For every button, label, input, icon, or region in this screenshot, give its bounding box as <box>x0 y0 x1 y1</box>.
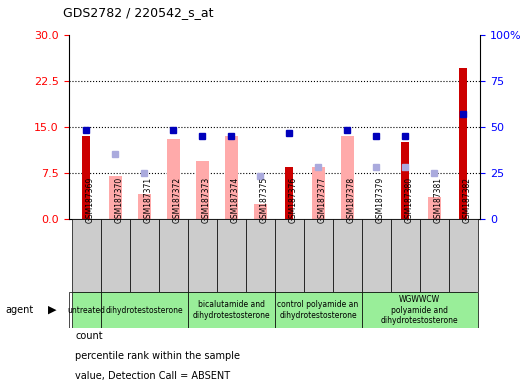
Text: ▶: ▶ <box>48 305 56 315</box>
Text: GDS2782 / 220542_s_at: GDS2782 / 220542_s_at <box>63 6 214 19</box>
Text: GSM187382: GSM187382 <box>463 177 472 223</box>
Text: GSM187377: GSM187377 <box>318 176 327 223</box>
Text: GSM187380: GSM187380 <box>405 176 414 223</box>
Text: bicalutamide and
dihydrotestosterone: bicalutamide and dihydrotestosterone <box>192 300 270 320</box>
Bar <box>275 219 304 292</box>
Text: GSM187376: GSM187376 <box>289 176 298 223</box>
Bar <box>362 292 478 328</box>
Bar <box>137 194 150 219</box>
Bar <box>312 167 325 219</box>
Text: percentile rank within the sample: percentile rank within the sample <box>76 351 240 361</box>
Bar <box>459 68 467 219</box>
Bar <box>275 292 362 328</box>
Text: GSM187371: GSM187371 <box>144 176 153 223</box>
Text: agent: agent <box>5 305 34 315</box>
Bar <box>187 219 216 292</box>
Text: GSM187379: GSM187379 <box>376 176 385 223</box>
Bar <box>82 136 90 219</box>
Bar <box>420 219 449 292</box>
Bar <box>216 219 246 292</box>
Text: GSM187378: GSM187378 <box>347 176 356 223</box>
Bar <box>100 292 187 328</box>
Bar <box>224 136 238 219</box>
Bar <box>333 219 362 292</box>
Bar <box>253 204 267 219</box>
Bar <box>401 142 409 219</box>
Text: count: count <box>76 331 103 341</box>
Bar <box>187 292 275 328</box>
Bar <box>304 219 333 292</box>
Text: control polyamide an
dihydrotestosterone: control polyamide an dihydrotestosterone <box>277 300 359 320</box>
Text: untreated: untreated <box>67 306 105 314</box>
Text: GSM187372: GSM187372 <box>173 176 182 223</box>
Text: GSM187370: GSM187370 <box>115 176 124 223</box>
Text: dihydrotestosterone: dihydrotestosterone <box>105 306 183 314</box>
Bar <box>158 219 187 292</box>
Bar <box>100 219 129 292</box>
Bar <box>341 136 354 219</box>
Text: GSM187374: GSM187374 <box>231 176 240 223</box>
Bar <box>71 292 100 328</box>
Bar <box>285 167 293 219</box>
Bar <box>166 139 180 219</box>
Bar <box>449 219 478 292</box>
Bar <box>428 197 440 219</box>
Text: WGWWCW
polyamide and
dihydrotestosterone: WGWWCW polyamide and dihydrotestosterone <box>381 295 458 325</box>
Text: GSM187375: GSM187375 <box>260 176 269 223</box>
Text: GSM187369: GSM187369 <box>86 176 95 223</box>
Bar <box>362 219 391 292</box>
Text: GSM187381: GSM187381 <box>434 177 443 223</box>
Text: GSM187373: GSM187373 <box>202 176 211 223</box>
Bar <box>391 219 420 292</box>
Text: value, Detection Call = ABSENT: value, Detection Call = ABSENT <box>76 371 230 381</box>
Bar <box>246 219 275 292</box>
Bar <box>71 219 100 292</box>
Bar <box>129 219 158 292</box>
Bar <box>109 176 121 219</box>
Bar <box>195 161 209 219</box>
